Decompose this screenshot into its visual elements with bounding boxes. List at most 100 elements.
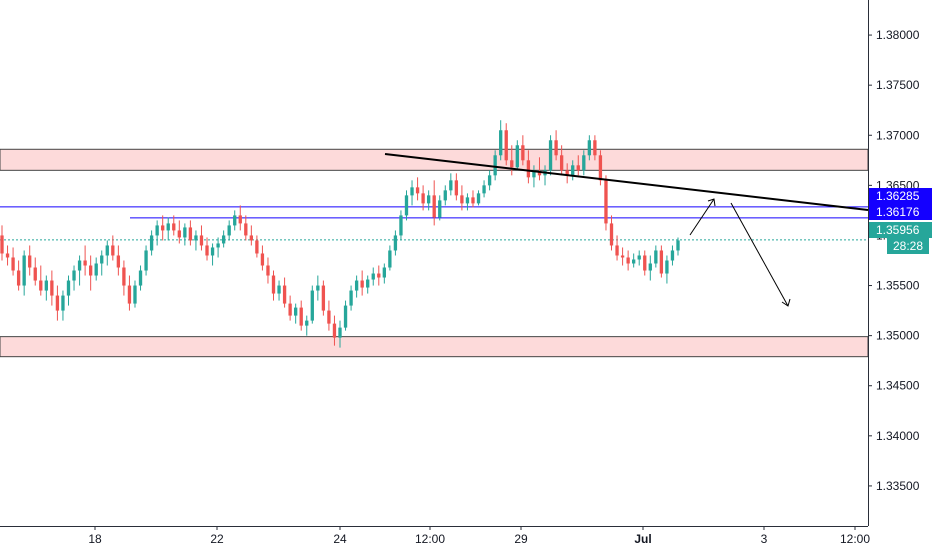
- candle[interactable]: [149, 230, 154, 256]
- candle[interactable]: [11, 247, 15, 276]
- candle[interactable]: [604, 175, 608, 231]
- candle[interactable]: [288, 295, 292, 321]
- candle[interactable]: [371, 267, 375, 286]
- candle[interactable]: [127, 275, 132, 311]
- candle[interactable]: [582, 150, 586, 176]
- candle[interactable]: [260, 245, 265, 271]
- candle[interactable]: [426, 190, 431, 211]
- candle[interactable]: [343, 300, 348, 331]
- candle[interactable]: [216, 237, 220, 258]
- candle[interactable]: [44, 275, 48, 301]
- candle[interactable]: [565, 163, 569, 184]
- candle[interactable]: [670, 245, 675, 266]
- candle[interactable]: [382, 263, 386, 284]
- candle[interactable]: [354, 275, 359, 298]
- candle[interactable]: [122, 260, 126, 296]
- candle[interactable]: [294, 303, 298, 324]
- candle[interactable]: [111, 235, 115, 261]
- candle[interactable]: [443, 185, 447, 206]
- candle[interactable]: [166, 217, 170, 241]
- candle[interactable]: [388, 245, 392, 271]
- candle[interactable]: [5, 245, 10, 266]
- candle[interactable]: [22, 250, 26, 296]
- candle[interactable]: [659, 245, 664, 278]
- candle[interactable]: [554, 130, 558, 161]
- candle[interactable]: [172, 215, 176, 236]
- candle[interactable]: [282, 277, 287, 308]
- candle[interactable]: [28, 245, 32, 276]
- candle[interactable]: [310, 285, 314, 324]
- candle[interactable]: [244, 215, 248, 241]
- candle[interactable]: [415, 177, 420, 201]
- candle[interactable]: [194, 230, 198, 251]
- candle[interactable]: [227, 220, 231, 241]
- candle[interactable]: [327, 300, 331, 331]
- candle[interactable]: [393, 230, 398, 256]
- projection-arrow-up[interactable]: [689, 198, 715, 236]
- candle[interactable]: [299, 300, 303, 331]
- candle[interactable]: [410, 180, 414, 206]
- candle[interactable]: [432, 180, 436, 226]
- candle[interactable]: [105, 240, 109, 266]
- candle[interactable]: [360, 270, 364, 296]
- candle[interactable]: [100, 250, 104, 276]
- candle[interactable]: [476, 190, 481, 206]
- candle[interactable]: [177, 220, 181, 244]
- demand-zone[interactable]: [0, 336, 869, 358]
- candle[interactable]: [83, 245, 87, 276]
- candle[interactable]: [654, 245, 658, 268]
- candle[interactable]: [559, 145, 564, 176]
- candle[interactable]: [305, 315, 309, 336]
- candle[interactable]: [399, 210, 403, 241]
- candle[interactable]: [316, 275, 320, 301]
- candle[interactable]: [88, 255, 93, 291]
- candle[interactable]: [493, 150, 497, 181]
- candle[interactable]: [526, 150, 531, 184]
- candle[interactable]: [94, 257, 98, 281]
- candle[interactable]: [144, 245, 148, 276]
- candle[interactable]: [404, 190, 409, 221]
- candle[interactable]: [233, 210, 237, 231]
- candle[interactable]: [188, 220, 193, 246]
- candle[interactable]: [249, 225, 254, 246]
- candle[interactable]: [210, 243, 215, 266]
- candle[interactable]: [637, 250, 641, 266]
- candle[interactable]: [205, 237, 209, 261]
- candle[interactable]: [620, 247, 625, 266]
- candle[interactable]: [626, 250, 630, 271]
- candle[interactable]: [133, 280, 137, 308]
- candle[interactable]: [615, 235, 619, 261]
- candle[interactable]: [593, 135, 597, 161]
- candle[interactable]: [676, 237, 680, 256]
- trend-line[interactable]: [384, 153, 869, 211]
- candle[interactable]: [587, 135, 592, 161]
- candle[interactable]: [515, 140, 519, 171]
- candle[interactable]: [377, 265, 381, 286]
- candle[interactable]: [183, 223, 187, 246]
- candle[interactable]: [39, 265, 43, 296]
- candle[interactable]: [72, 265, 76, 291]
- candle[interactable]: [271, 270, 276, 301]
- candle[interactable]: [510, 145, 514, 176]
- candle[interactable]: [487, 170, 492, 191]
- candle[interactable]: [266, 257, 270, 284]
- candle[interactable]: [55, 285, 60, 321]
- candle[interactable]: [665, 255, 669, 284]
- candle[interactable]: [199, 225, 204, 251]
- candle[interactable]: [421, 185, 425, 211]
- candle[interactable]: [499, 120, 503, 161]
- candle[interactable]: [366, 275, 370, 294]
- candle[interactable]: [537, 157, 542, 181]
- candle[interactable]: [643, 250, 647, 276]
- candle[interactable]: [338, 320, 342, 348]
- candle[interactable]: [465, 193, 470, 211]
- candle[interactable]: [532, 165, 536, 188]
- candle[interactable]: [138, 265, 143, 291]
- candle[interactable]: [66, 275, 71, 306]
- candle[interactable]: [221, 230, 226, 248]
- candle[interactable]: [277, 280, 281, 301]
- candle[interactable]: [454, 173, 459, 201]
- candle[interactable]: [521, 135, 525, 166]
